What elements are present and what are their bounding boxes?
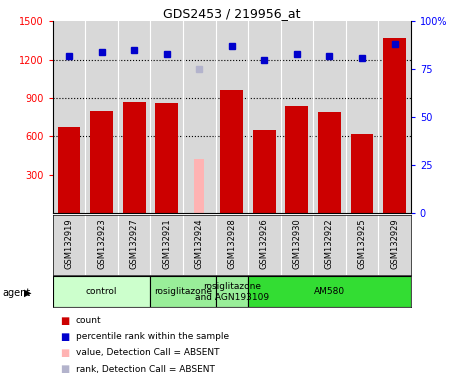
Bar [58, 127, 80, 213]
Bar [151, 276, 216, 307]
Text: count: count [76, 316, 101, 325]
Text: ■: ■ [60, 316, 69, 326]
Bar [90, 111, 113, 213]
Title: GDS2453 / 219956_at: GDS2453 / 219956_at [163, 7, 301, 20]
Bar [53, 276, 151, 307]
Text: GSM132919: GSM132919 [65, 218, 73, 269]
Bar [285, 106, 308, 213]
Text: ■: ■ [60, 348, 69, 358]
Text: ■: ■ [60, 332, 69, 342]
Text: GSM132925: GSM132925 [358, 218, 366, 269]
Bar [220, 90, 243, 213]
Text: ▶: ▶ [24, 288, 31, 298]
Text: percentile rank within the sample: percentile rank within the sample [76, 332, 229, 341]
Text: GSM132930: GSM132930 [292, 218, 302, 269]
Text: GSM132923: GSM132923 [97, 218, 106, 269]
Bar [253, 130, 276, 213]
Text: control: control [86, 287, 118, 296]
Bar [248, 276, 411, 307]
Bar [351, 134, 373, 213]
Text: GSM132928: GSM132928 [227, 218, 236, 269]
Bar [216, 276, 248, 307]
Bar [194, 159, 204, 213]
Text: GSM132922: GSM132922 [325, 218, 334, 269]
Text: agent: agent [2, 288, 31, 298]
Text: GSM132927: GSM132927 [129, 218, 139, 269]
Text: rosiglitazone: rosiglitazone [154, 287, 212, 296]
Text: rank, Detection Call = ABSENT: rank, Detection Call = ABSENT [76, 364, 215, 374]
Bar [383, 38, 406, 213]
Text: GSM132929: GSM132929 [390, 218, 399, 269]
Text: GSM132924: GSM132924 [195, 218, 204, 269]
Text: GSM132921: GSM132921 [162, 218, 171, 269]
Text: ■: ■ [60, 364, 69, 374]
Bar [318, 112, 341, 213]
Text: value, Detection Call = ABSENT: value, Detection Call = ABSENT [76, 348, 219, 358]
Bar [123, 102, 146, 213]
Text: GSM132926: GSM132926 [260, 218, 269, 269]
Bar [155, 103, 178, 213]
Text: rosiglitazone
and AGN193109: rosiglitazone and AGN193109 [195, 282, 269, 301]
Text: AM580: AM580 [314, 287, 345, 296]
